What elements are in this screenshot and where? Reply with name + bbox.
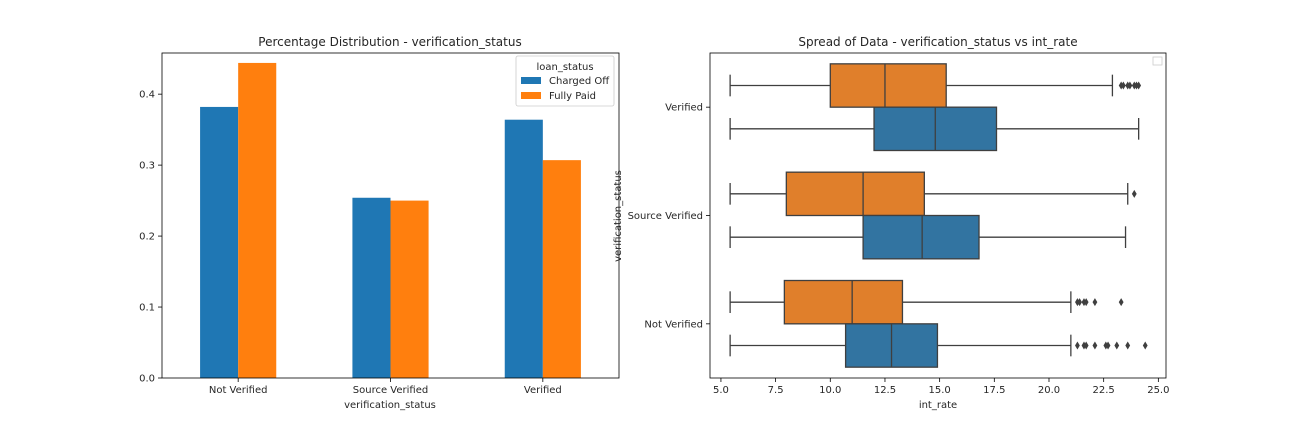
box-charged-off-not-verified-outlier	[1125, 341, 1131, 350]
box-fully-paid-not-verified-outlier	[1118, 298, 1124, 307]
box-charged-off-not-verified-outlier	[1114, 341, 1120, 350]
box-plot-empty-legend	[1152, 56, 1163, 66]
x-tick-label: 7.5	[768, 385, 784, 396]
bar-fully-paid-source-verified	[390, 200, 429, 378]
box-charged-off-not-verified-outlier	[1105, 341, 1111, 350]
y-tick-label: Source Verified	[628, 211, 703, 222]
bar-charged-off-verified	[504, 119, 543, 378]
bar-chart: Percentage Distribution - verification_s…	[139, 35, 620, 411]
box-plot: Spread of Data - verification_status vs …	[613, 35, 1169, 411]
bar-chart-y-ticks: 0.0 0.1 0.2 0.3 0.4	[139, 90, 162, 385]
bar-chart-legend: loan_status Charged Off Fully Paid	[515, 55, 615, 107]
bar-chart-title: Percentage Distribution - verification_s…	[258, 35, 521, 49]
legend-label-charged-off: Charged Off	[549, 76, 610, 87]
box-charged-off-not-verified-outlier	[1083, 341, 1089, 350]
y-tick-label: 0.4	[139, 90, 155, 101]
box-fully-paid-verified-outlier	[1127, 81, 1133, 90]
x-tick-label: 12.5	[874, 385, 896, 396]
legend-swatch-fully-paid	[521, 92, 541, 99]
x-tick-label: 25.0	[1147, 385, 1169, 396]
box-plot-x-axis-label: int_rate	[919, 400, 957, 411]
box-plot-title: Spread of Data - verification_status vs …	[798, 35, 1077, 49]
x-tick-label: 15.0	[929, 385, 951, 396]
legend-title: loan_status	[536, 62, 593, 73]
y-tick-label: 0.0	[139, 374, 155, 385]
x-tick-label: Verified	[524, 385, 562, 396]
x-tick-label: 17.5	[983, 385, 1005, 396]
box-fully-paid-not-verified-outlier	[1092, 298, 1098, 307]
box-charged-off-not-verified-outlier	[1075, 341, 1080, 350]
x-tick-label: 5.0	[713, 385, 729, 396]
x-tick-label: 22.5	[1093, 385, 1115, 396]
bar-chart-plot-frame	[161, 52, 620, 379]
bar-charged-off-not-verified	[200, 106, 239, 379]
x-tick-label: 20.0	[1038, 385, 1060, 396]
y-tick-label: 0.3	[139, 161, 155, 172]
bar-charged-off-source-verified	[352, 197, 391, 378]
bar-chart-bars	[200, 62, 581, 379]
box-fully-paid-verified-outlier	[1136, 81, 1142, 90]
box-plot-plot-frame	[709, 52, 1167, 379]
box-fully-paid-source-verified-outlier	[1131, 189, 1137, 198]
bar-fully-paid-verified	[542, 160, 581, 378]
box-fully-paid-source-verified-box	[785, 171, 925, 217]
legend-label-fully-paid: Fully Paid	[549, 91, 596, 102]
box-fully-paid-not-verified-outlier	[1077, 298, 1083, 307]
x-tick-label: 10.0	[819, 385, 841, 396]
y-tick-label: 0.1	[139, 303, 155, 314]
x-tick-label: Not Verified	[209, 385, 268, 396]
bar-chart-x-axis-label: verification_status	[344, 400, 436, 411]
legend-swatch-charged-off	[521, 77, 541, 84]
box-fully-paid-verified-outlier	[1120, 81, 1126, 90]
box-charged-off-not-verified-outlier	[1142, 341, 1148, 350]
box-charged-off-not-verified-outlier	[1092, 341, 1098, 350]
box-plot-y-ticks: Verified Source Verified Not Verified	[628, 103, 710, 330]
box-fully-paid-verified-box	[829, 63, 947, 108]
box-fully-paid-not-verified-outlier	[1083, 298, 1089, 307]
box-plot-boxes	[729, 63, 1148, 368]
bar-chart-x-ticks: Not Verified Source Verified Verified	[209, 378, 562, 396]
box-plot-x-ticks: 5.0 7.5 10.0 12.5 15.0 17.5 20.0 22.5 25.0	[713, 378, 1169, 396]
x-tick-label: Source Verified	[353, 385, 428, 396]
y-tick-label: Not Verified	[644, 319, 703, 330]
bar-fully-paid-not-verified	[238, 62, 277, 378]
y-tick-label: 0.2	[139, 232, 155, 243]
box-fully-paid-not-verified-box	[783, 279, 904, 325]
box-charged-off-source-verified-box	[862, 214, 980, 260]
box-plot-y-axis-label: verification_status	[613, 170, 624, 262]
y-tick-label: Verified	[665, 103, 703, 114]
